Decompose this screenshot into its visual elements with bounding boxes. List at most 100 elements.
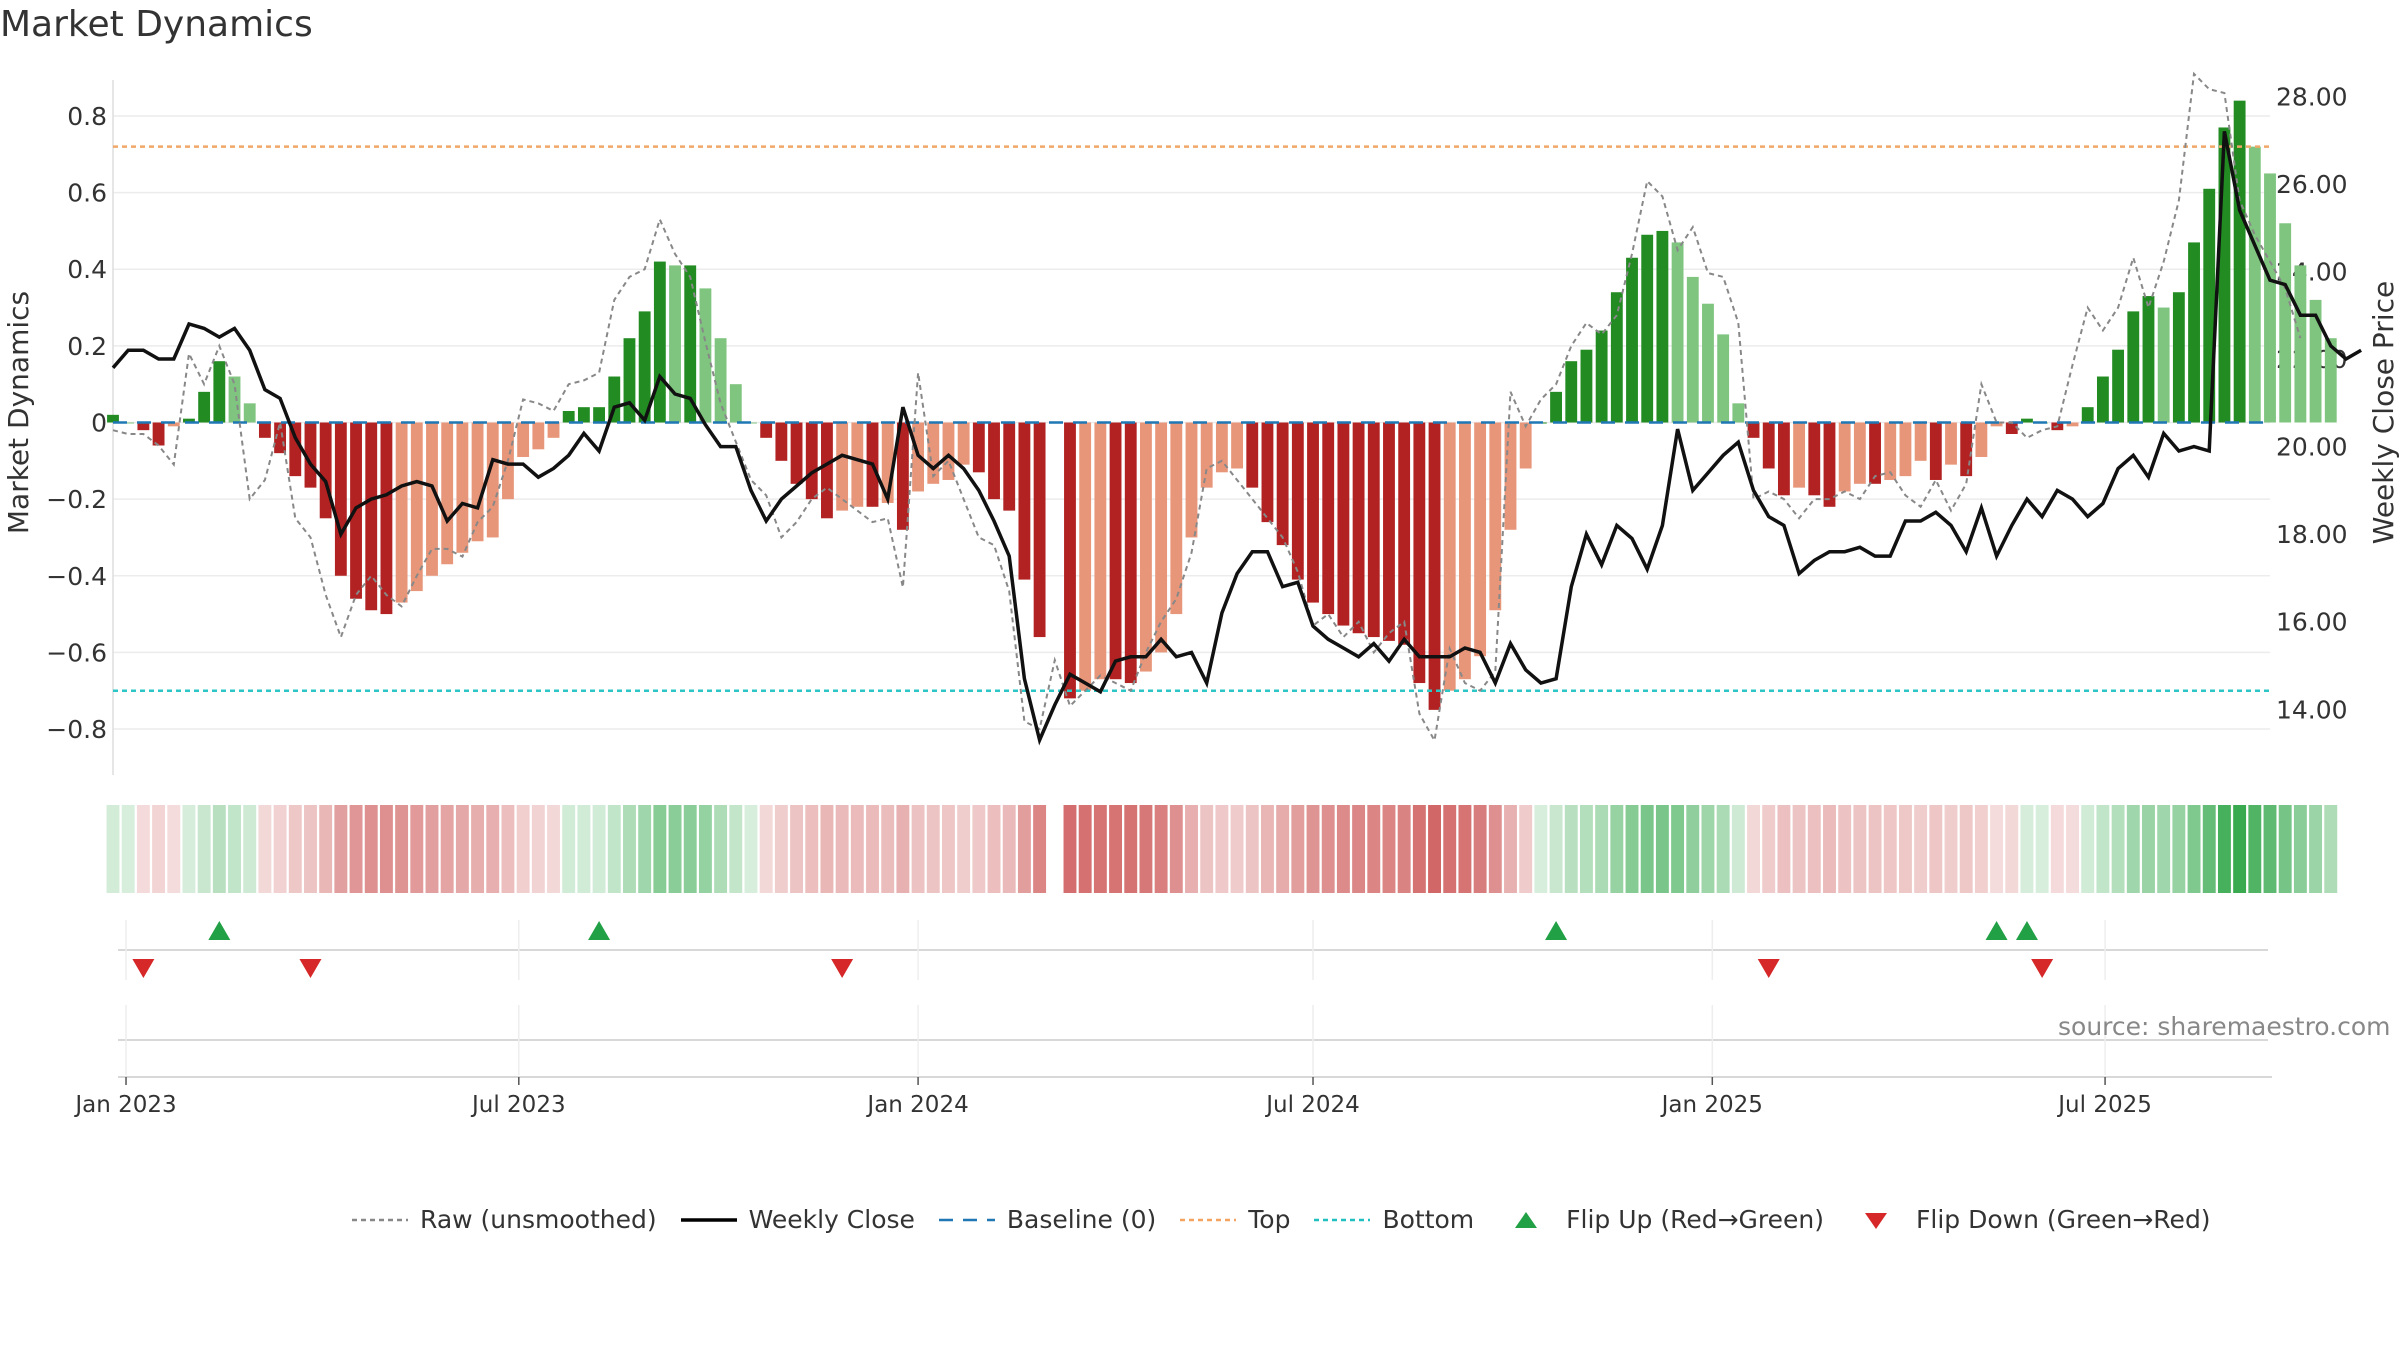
legend-item: Raw (unsmoothed): [350, 1205, 657, 1234]
dynamics-bar: [2157, 307, 2170, 423]
dynamics-bar: [1261, 422, 1274, 523]
heat-strip-cell: [2309, 805, 2323, 893]
dynamics-bar: [1717, 334, 1730, 423]
heat-strip-cell: [1716, 805, 1730, 893]
heat-strip-cell: [395, 805, 409, 893]
flip-up-marker: [2015, 921, 2038, 940]
dynamics-bar: [1550, 391, 1562, 423]
heat-strip-cell: [1671, 805, 1685, 893]
dynamics-bar: [183, 418, 195, 423]
x-tick-label: Jul 2025: [2056, 1092, 2152, 1118]
heat-strip-cell: [1124, 805, 1138, 893]
dynamics-bar: [2172, 292, 2185, 423]
heat-strip-cell: [2248, 805, 2262, 893]
dynamics-bar: [1686, 276, 1699, 423]
y-right-tick-label: 20.00: [2276, 433, 2348, 462]
dynamics-bar: [2294, 265, 2307, 423]
flip-down-marker: [2031, 959, 2054, 978]
y-right-tick-label: 14.00: [2276, 695, 2348, 724]
legend-swatch-shape: [1865, 1212, 1888, 1229]
heat-strip-cell: [1109, 805, 1123, 893]
x-tick-label: Jul 2024: [1264, 1092, 1360, 1118]
dynamics-bar: [790, 422, 803, 484]
legend-swatch-shape: [1515, 1211, 1538, 1228]
heat-strip-cell: [1655, 805, 1669, 893]
heat-strip-cell: [1625, 805, 1639, 893]
dynamics-bar: [1990, 422, 2003, 427]
heat-strip-cell: [2005, 805, 2019, 893]
heat-strip-cell: [349, 805, 363, 893]
dynamics-bar: [456, 422, 469, 553]
dynamics-bar: [486, 422, 499, 538]
heat-strip-cell: [2096, 805, 2110, 893]
dynamics-bar: [1291, 422, 1304, 580]
heat-strip-cell: [881, 805, 895, 893]
dynamics-bar: [775, 422, 788, 461]
dynamics-bar: [1641, 234, 1654, 423]
dynamics-bar: [1474, 422, 1487, 657]
dynamics-bar: [274, 422, 287, 454]
dynamics-bar: [426, 422, 438, 576]
dynamics-bar: [228, 376, 241, 423]
raw-line: [112, 71, 2302, 744]
dynamics-bar: [1064, 422, 1076, 699]
heat-strip-cell: [790, 805, 804, 893]
dynamics-bar: [2324, 338, 2337, 423]
heat-strip-cell: [531, 805, 545, 893]
heat-strip-cell: [1245, 805, 1259, 893]
dynamics-bar: [653, 261, 666, 423]
heat-strip-cell: [1807, 805, 1821, 893]
dynamics-bar: [1018, 422, 1031, 580]
y-left-tick-label: −0.6: [46, 638, 107, 667]
legend-swatch: [1515, 1211, 1538, 1228]
x-tick-label: Jan 2023: [73, 1092, 176, 1118]
dynamics-bar: [957, 422, 970, 465]
heat-strip-cell: [486, 805, 500, 893]
dynamics-bar: [395, 422, 408, 603]
dynamics-bar: [1185, 422, 1198, 538]
dynamics-bar: [547, 422, 560, 438]
heat-strip-cell: [668, 805, 682, 893]
dynamics-bar: [2218, 127, 2231, 423]
heat-strip-cell: [1823, 805, 1836, 893]
heat-strip-cell: [2187, 805, 2201, 893]
heat-strip-cell: [425, 805, 439, 893]
heat-strip-cell: [2324, 805, 2338, 893]
dynamics-bar: [1929, 422, 1942, 480]
heat-strip-cell: [1549, 805, 1563, 893]
heat-strip-cell: [197, 805, 211, 893]
heat-strip-cell: [1321, 805, 1335, 893]
source-label: source: sharemaestro.com: [2058, 1012, 2391, 1041]
dynamics-bar: [471, 422, 484, 542]
dynamics-bar: [107, 414, 119, 423]
heat-strip-cell: [2111, 805, 2125, 893]
heat-strip-cell: [1974, 805, 1988, 893]
dynamics-bar: [1565, 361, 1578, 423]
heat-strip-cell: [2263, 805, 2277, 893]
heat-strip-cell: [744, 805, 758, 893]
heat-strip-cell: [1990, 805, 2004, 893]
heat-strip-cell: [835, 805, 849, 893]
heat-strip-cell: [866, 805, 879, 893]
dynamics-bar: [1853, 422, 1866, 484]
heat-strip-cell: [1412, 805, 1426, 893]
heat-strip-cell: [1504, 805, 1517, 893]
y-right-tick-label: 26.00: [2276, 170, 2348, 199]
legend-label: Raw (unsmoothed): [420, 1205, 657, 1234]
heat-strip-cell: [1215, 805, 1229, 893]
dynamics-bar: [1595, 330, 1608, 423]
dynamics-bar: [213, 361, 226, 423]
dynamics-bar: [441, 422, 454, 565]
dynamics-bar: [1975, 422, 1988, 457]
dynamics-bar: [122, 422, 135, 424]
dynamics-bar: [1398, 422, 1411, 645]
dynamics-bar: [684, 265, 697, 423]
legend: Raw (unsmoothed) Weekly Close Baseline (0)…: [350, 1205, 2233, 1234]
dynamics-bar: [1580, 349, 1593, 423]
heat-strip-cell: [1260, 805, 1274, 893]
legend-label: Weekly Close: [748, 1205, 915, 1234]
heat-strip-cell: [653, 805, 667, 893]
dynamics-bar: [2264, 173, 2276, 423]
dynamics-bar: [2021, 418, 2033, 423]
dynamics-bar: [2112, 349, 2125, 423]
